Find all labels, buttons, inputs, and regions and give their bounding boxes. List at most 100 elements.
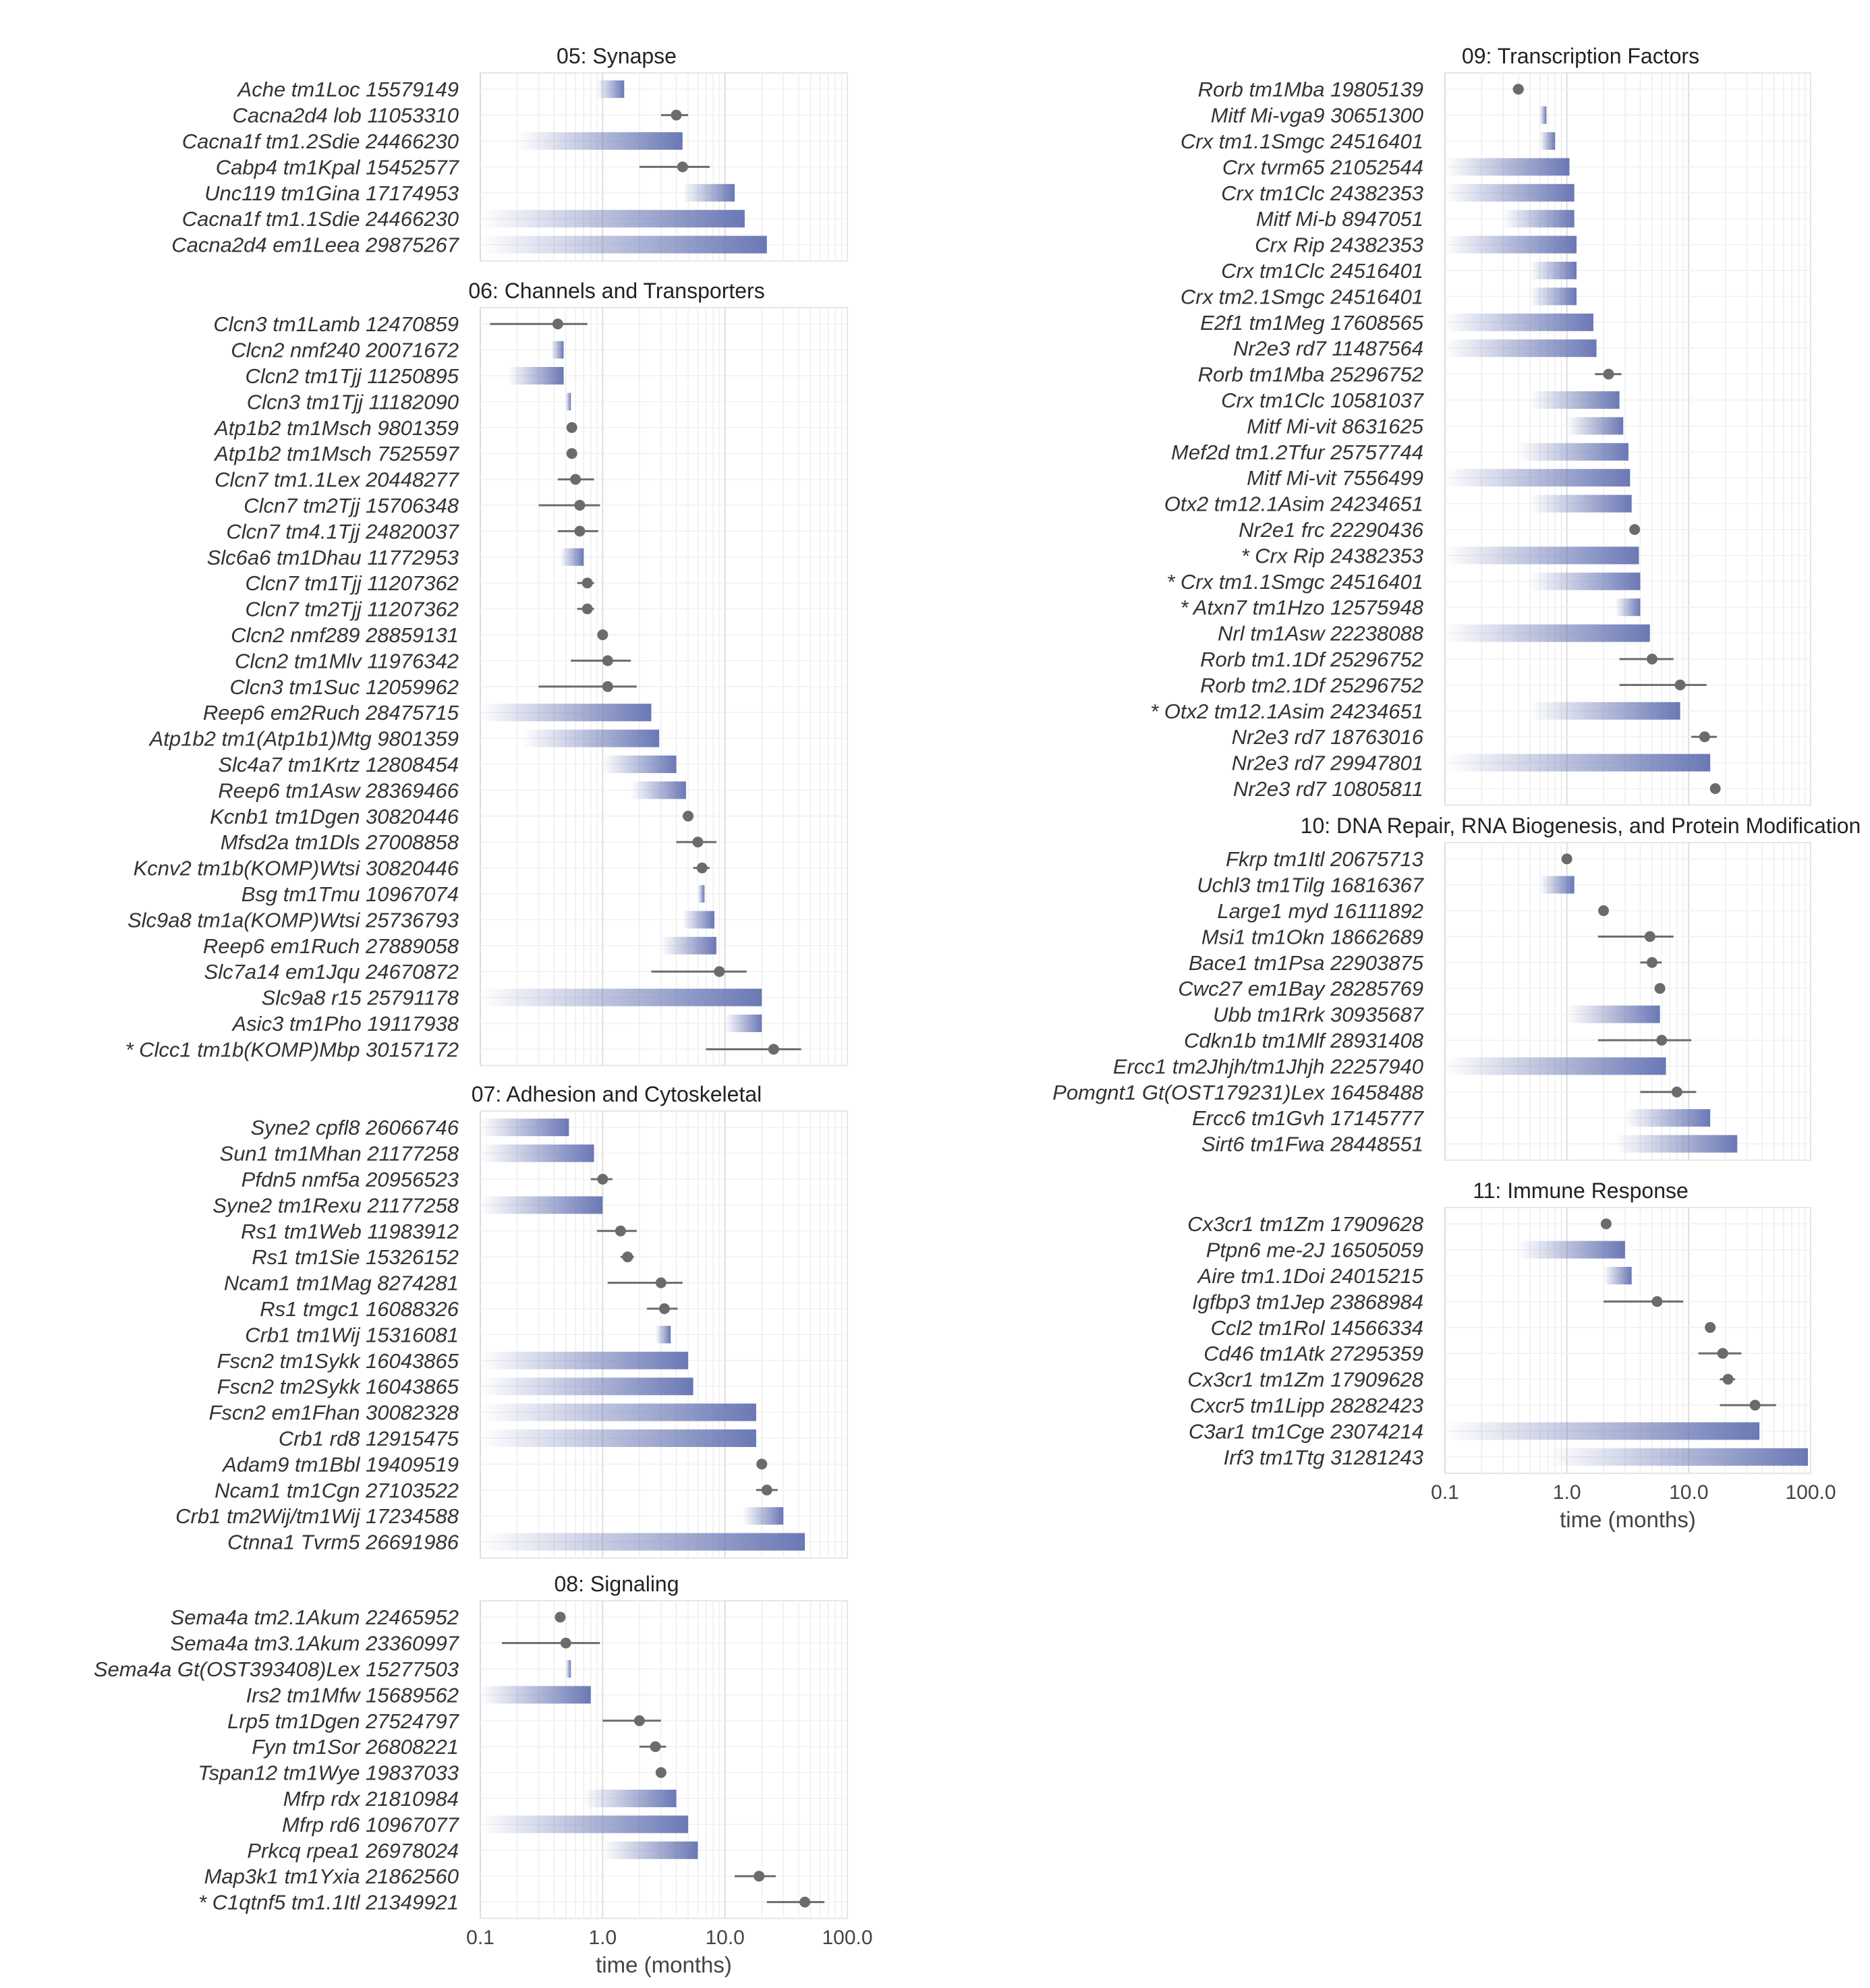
- data-point: [683, 810, 694, 822]
- data-point: [1512, 84, 1524, 95]
- range-bar: [480, 1403, 756, 1421]
- range-bar: [480, 1351, 689, 1369]
- plot-area: [1444, 72, 1811, 806]
- row-label: Clcn7 tm2Tjj 15706348: [244, 494, 459, 517]
- row-label: Reep6 em2Ruch 28475715: [203, 701, 459, 725]
- range-bar: [565, 1660, 571, 1678]
- row-label: E2f1 tm1Meg 17608565: [1200, 311, 1424, 335]
- data-point: [696, 862, 708, 874]
- row-label: Cd46 tm1Atk 27295359: [1203, 1342, 1423, 1365]
- range-bar: [602, 756, 677, 773]
- row-label: Clcn2 nmf289 28859131: [231, 623, 459, 647]
- row-label: Fscn2 em1Fhan 30082328: [208, 1401, 459, 1425]
- row-label: Mitf Mi-b 8947051: [1256, 207, 1423, 231]
- range-bar: [1445, 313, 1593, 331]
- data-point: [597, 1174, 608, 1185]
- row-label: Clcn2 tm1Mlv 11976342: [235, 649, 459, 673]
- data-point: [799, 1896, 811, 1908]
- row-label: * Clcc1 tm1b(KOMP)Mbp 30157172: [125, 1038, 459, 1061]
- range-bar: [480, 988, 762, 1006]
- row-label: Irs2 tm1Mfw 15689562: [246, 1683, 459, 1707]
- range-bar: [1530, 572, 1641, 590]
- row-label: Ptpn6 me-2J 16505059: [1206, 1239, 1423, 1262]
- row-label: Cdkn1b tm1Mlf 28931408: [1184, 1029, 1424, 1052]
- row-label: Uchl3 tm1Tilg 16816367: [1197, 874, 1425, 897]
- data-point: [555, 1612, 566, 1623]
- row-label: Crx tm1Clc 24516401: [1221, 259, 1423, 283]
- range-bar: [480, 704, 652, 722]
- data-point: [1646, 957, 1658, 968]
- data-point: [582, 603, 593, 615]
- row-label: Otx2 tm12.1Asim 24234651: [1164, 492, 1423, 516]
- range-bar: [584, 1790, 677, 1807]
- row-label: Mfrp rdx 21810984: [283, 1787, 459, 1811]
- range-bar: [725, 1015, 762, 1032]
- range-bar: [1615, 1135, 1738, 1153]
- data-point: [602, 655, 613, 666]
- row-label: Cacna2d4 em1Leea 29875267: [171, 233, 460, 257]
- x-axis-1: 0.1 1.0 10.0 100.0 time (months): [1431, 1481, 1836, 1532]
- x-axis-title: time (months): [596, 1952, 732, 1977]
- data-point: [560, 1637, 571, 1649]
- row-label: Clcn3 tm1Lamb 12470859: [213, 312, 459, 336]
- x-tick-label: 1.0: [588, 1927, 617, 1949]
- row-label: * Atxn7 tm1Hzo 12575948: [1180, 596, 1424, 619]
- row-label: Atp1b2 tm1(Atp1b1)Mtg 9801359: [148, 727, 459, 751]
- row-label: Cx3cr1 tm1Zm 17909628: [1187, 1368, 1424, 1392]
- row-label: Slc9a8 r15 25791178: [262, 986, 459, 1010]
- data-point: [602, 681, 613, 692]
- x-tick-label: 100.0: [1785, 1481, 1836, 1504]
- data-point: [714, 966, 725, 977]
- row-label: Mfsd2a tm1Dls 27008858: [221, 830, 459, 854]
- data-point: [1600, 1218, 1612, 1230]
- row-label: Fscn2 tm2Sykk 16043865: [217, 1375, 459, 1398]
- range-bar: [1518, 443, 1628, 461]
- range-bar: [1445, 624, 1650, 642]
- range-bar: [560, 548, 584, 566]
- data-point: [756, 1458, 768, 1470]
- data-point: [1705, 1322, 1716, 1333]
- panel-5: 10: DNA Repair, RNA Biogenesis, and Prot…: [1052, 814, 1861, 1161]
- row-label: Crx Rip 24382353: [1255, 233, 1423, 257]
- range-bar: [1445, 183, 1575, 202]
- data-point: [1674, 679, 1686, 691]
- row-label: Mfrp rd6 10967077: [282, 1813, 460, 1836]
- panel-title: 05: Synapse: [557, 44, 677, 68]
- row-label: * C1qtnf5 tm1.1Itl 21349921: [198, 1891, 459, 1914]
- data-point: [566, 422, 577, 433]
- row-label: Pfdn5 nmf5a 20956523: [242, 1168, 459, 1191]
- row-label: Nr2e3 rd7 29947801: [1232, 751, 1423, 775]
- range-bar: [1503, 210, 1575, 228]
- range-bar: [1445, 469, 1631, 487]
- row-label: Crx tm1Clc 24382353: [1221, 181, 1423, 205]
- row-label: Cacna1f tm1.2Sdie 24466230: [182, 130, 459, 153]
- row-label: C3ar1 tm1Cge 23074214: [1189, 1419, 1423, 1443]
- row-label: Slc7a14 em1Jqu 24670872: [204, 960, 459, 984]
- row-label: Atp1b2 tm1Msch 9801359: [213, 416, 459, 440]
- range-bar: [1445, 158, 1570, 176]
- range-bar: [660, 936, 716, 955]
- range-bar: [1566, 417, 1624, 435]
- row-label: Mitf Mi-vit 7556499: [1247, 466, 1423, 490]
- row-label: * Crx Rip 24382353: [1241, 544, 1423, 567]
- data-point: [570, 474, 582, 485]
- panel-title: 07: Adhesion and Cytoskeletal: [472, 1082, 762, 1106]
- row-label: Ubb tm1Rrk 30935687: [1213, 1003, 1425, 1027]
- range-bar: [522, 729, 660, 747]
- row-label: Ccl2 tm1Rol 14566334: [1211, 1316, 1423, 1340]
- row-label: Sema4a tm2.1Akum 22465952: [171, 1606, 459, 1629]
- row-label: Slc6a6 tm1Dhau 11772953: [207, 546, 459, 569]
- row-label: Cacna2d4 lob 11053310: [232, 104, 459, 127]
- range-bar: [1539, 106, 1547, 124]
- row-label: Sema4a tm3.1Akum 23360997: [171, 1632, 460, 1655]
- data-point: [650, 1741, 661, 1753]
- row-label: * Crx tm1.1Smgc 24516401: [1166, 570, 1423, 594]
- x-tick-label: 10.0: [705, 1927, 744, 1949]
- row-label: Clcn7 tm2Tjj 11207362: [246, 598, 459, 621]
- x-axis-title: time (months): [1560, 1507, 1696, 1532]
- row-label: Cx3cr1 tm1Zm 17909628: [1187, 1212, 1424, 1236]
- row-label: Aire tm1.1Doi 24015215: [1197, 1264, 1424, 1288]
- range-bar: [1539, 876, 1575, 894]
- range-bar: [743, 1507, 784, 1525]
- panel-6: 11: Immune Response Cx3cr1 tm1Zm 17909628…: [1187, 1178, 1811, 1474]
